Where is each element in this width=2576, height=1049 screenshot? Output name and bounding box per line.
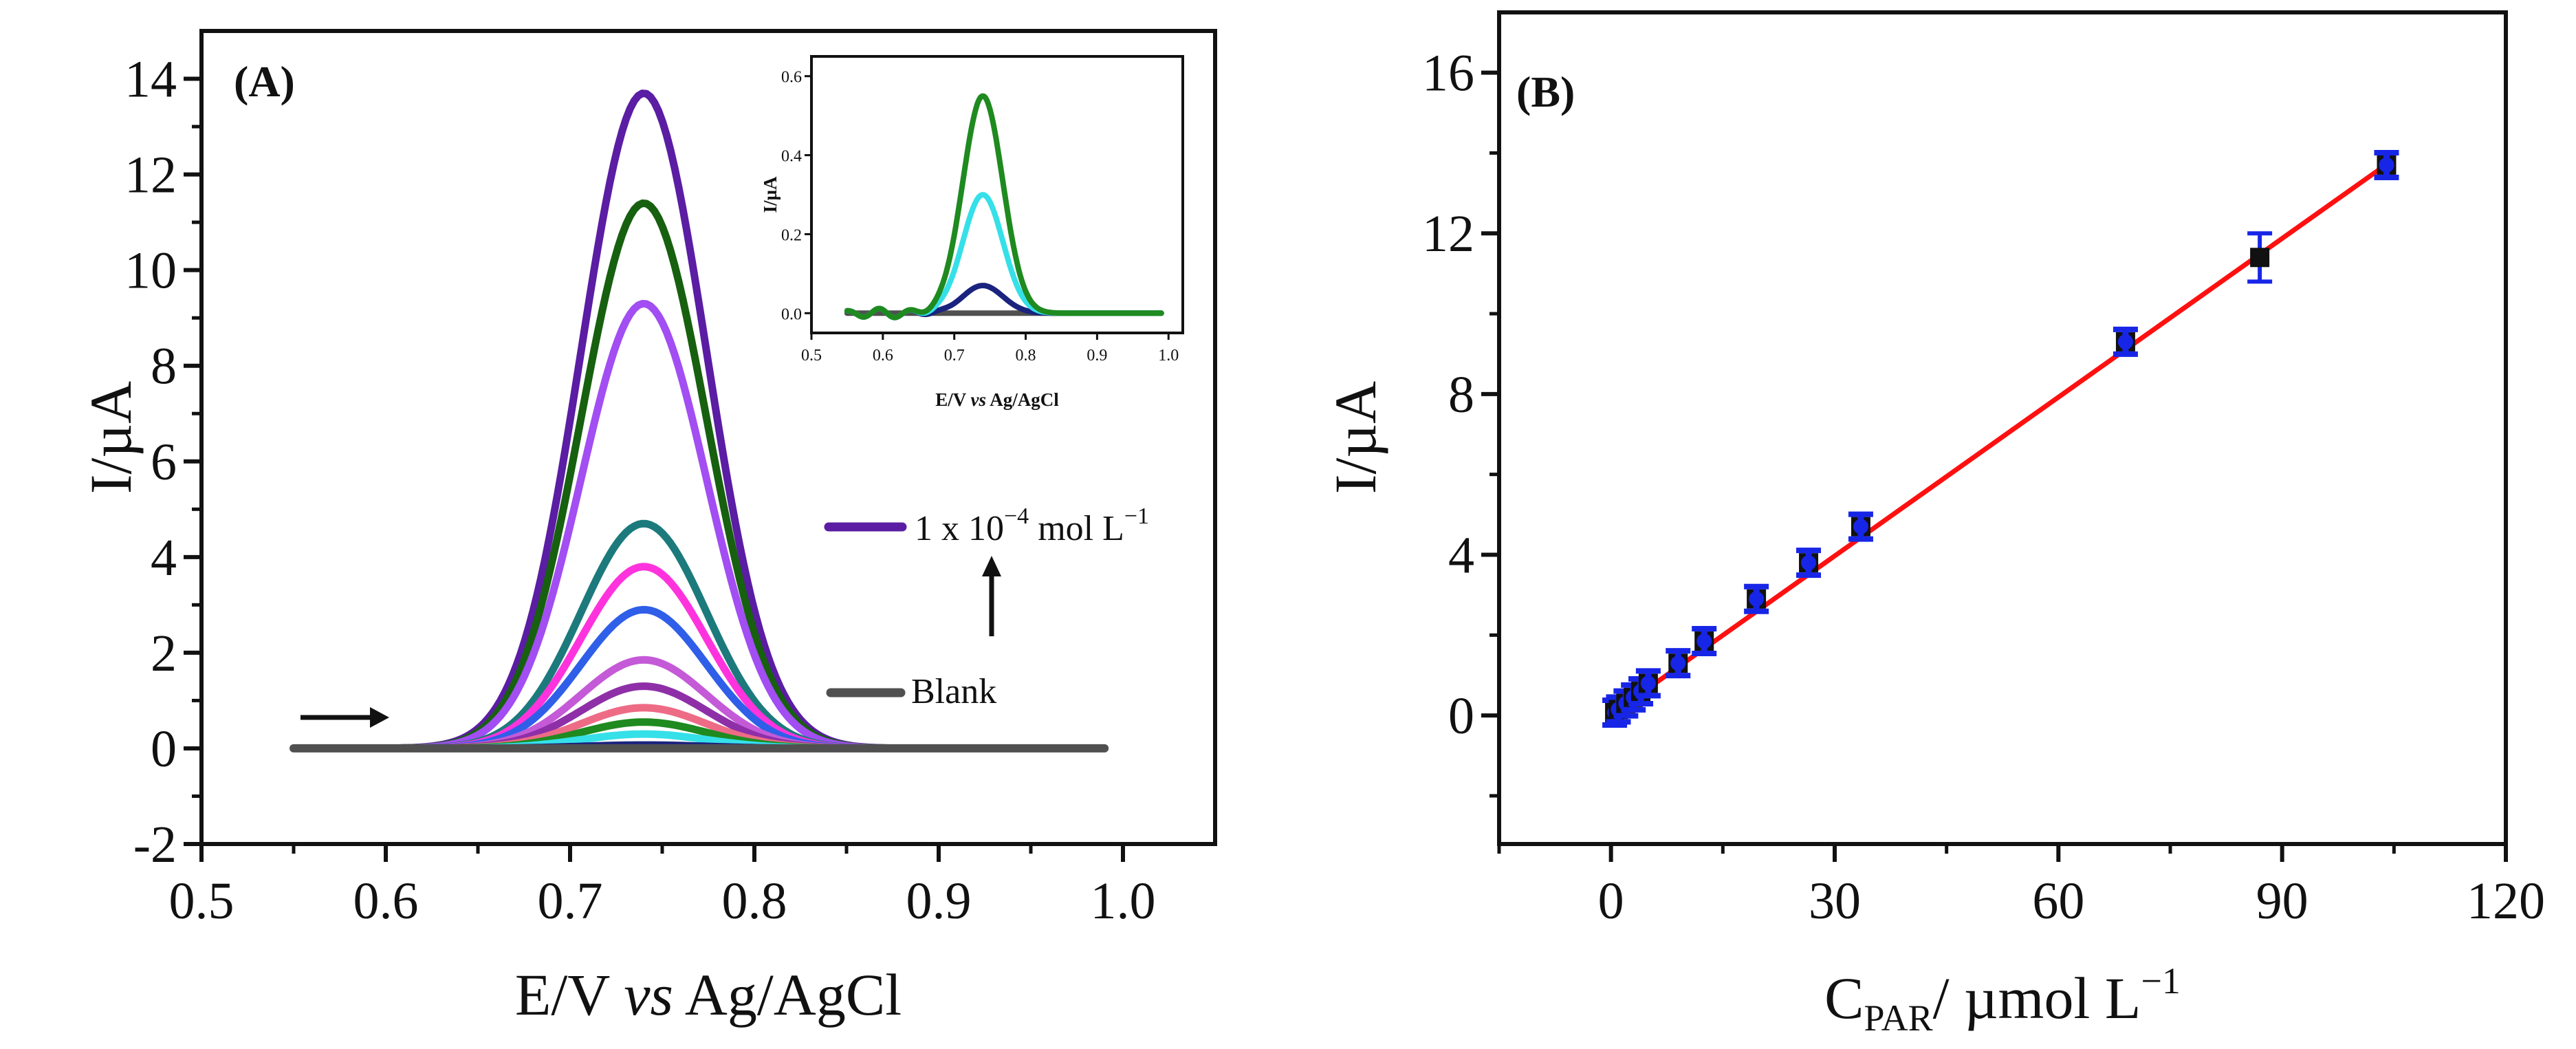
- panel-a-y-tick-label: 4: [151, 529, 177, 587]
- data-point: [1692, 626, 1717, 657]
- inset-x-tick-label: 0.9: [1087, 347, 1107, 365]
- inset-y-tick-label: 0.4: [781, 148, 802, 166]
- panel-a-curves: [290, 89, 1109, 753]
- inset-curve-i1: [844, 93, 1164, 321]
- panel-b-x-tick-label: 90: [2256, 872, 2308, 930]
- data-point: [1635, 668, 1661, 699]
- inset-y-tick-label: 0.0: [781, 305, 802, 323]
- inset-x-tick-label: 0.5: [801, 347, 822, 365]
- linear-fit-line: [1609, 162, 2388, 717]
- panel-a-y-tick-label: -2: [133, 816, 177, 874]
- panel-a-x-tick-label: 0.7: [538, 872, 603, 930]
- panel-b-chart: 0 30 60 90 120 0 4 8 12 16 (B) I/µA CPAR/ µmol L…: [1322, 10, 2545, 1039]
- panel-a-y-tick-label: 8: [151, 338, 177, 396]
- panel-b-x-tick-label: 60: [2032, 872, 2084, 930]
- increase-arrow: [982, 556, 1001, 636]
- inset-y-axis-title: I/µA: [760, 176, 781, 213]
- panel-a-y-tick-label: 14: [124, 51, 177, 109]
- legend-label-max-concentration: 1 x 10−4 mol L−1: [915, 504, 1149, 548]
- panel-b-label: (B): [1516, 67, 1575, 116]
- panel-b-x-ticks: 0 30 60 90 120: [1497, 844, 2545, 930]
- panel-b-points: [1602, 149, 2399, 728]
- panel-a-y-tick-label: 0: [151, 720, 177, 778]
- data-point: [2247, 231, 2273, 284]
- data-point: [1796, 548, 1822, 578]
- panel-a-y-tick-label: 12: [124, 147, 177, 204]
- panel-b-y-tick-label: 12: [1422, 205, 1474, 263]
- data-point: [1848, 511, 1873, 542]
- curve-s4: [290, 519, 1109, 753]
- data-point: [2374, 149, 2399, 180]
- panel-a-y-tick-label: 6: [151, 433, 177, 491]
- inset-x-tick-label: 0.6: [873, 347, 893, 365]
- panel-b-y-tick-label: 16: [1422, 45, 1474, 102]
- panel-b-x-tick-label: 30: [1809, 872, 1861, 930]
- inset-y-tick-label: 0.6: [781, 69, 802, 87]
- data-point: [1666, 648, 1691, 679]
- panel-a-x-tick-label: 1.0: [1091, 872, 1156, 930]
- panel-b-frame: [1497, 10, 2508, 846]
- panel-b-y-tick-label: 8: [1448, 366, 1474, 424]
- inset-x-tick-label: 0.7: [944, 347, 965, 365]
- panel-b-x-tick-label: 120: [2467, 872, 2545, 930]
- panel-a-y-axis-title: I/µA: [78, 381, 144, 494]
- inset-x-axis-title: E/V vs Ag/AgCl: [935, 389, 1059, 410]
- panel-a-x-tick-label: 0.8: [722, 872, 787, 930]
- panel-b-y-axis-title: I/µA: [1322, 381, 1388, 494]
- inset-x-tick-label: 1.0: [1158, 347, 1179, 365]
- panel-b-y-tick-label: 4: [1448, 526, 1474, 584]
- scan-direction-arrow: [301, 707, 389, 728]
- panel-a-x-tick-label: 0.9: [906, 872, 972, 930]
- panel-b-x-tick-label: 0: [1598, 872, 1624, 930]
- panel-a-x-axis-title: E/V vs Ag/AgCl: [515, 962, 902, 1028]
- panel-a-chart: 0.5 0.6 0.7 0.8 0.9 1.0 -2 0 2 4 6 8 10 12 14 (A) I/µ…: [78, 29, 1217, 1028]
- inset-y-ticks: 0.0 0.2 0.4 0.6: [781, 69, 811, 323]
- legend-label-blank: Blank: [911, 672, 996, 711]
- panel-a-y-tick-label: 2: [151, 625, 177, 682]
- panel-a-x-tick-label: 0.6: [353, 872, 419, 930]
- inset-x-tick-label: 0.8: [1016, 347, 1036, 365]
- inset-y-tick-label: 0.2: [781, 226, 802, 244]
- panel-a-x-tick-label: 0.5: [169, 872, 234, 930]
- data-point: [1744, 583, 1769, 614]
- panel-a-legend: 1 x 10−4 mol L−1 Blank: [824, 504, 1149, 711]
- panel-a-y-ticks: -2 0 2 4 6 8 10 12 14: [124, 51, 201, 874]
- panel-a-label: (A): [234, 57, 295, 106]
- inset-x-ticks: 0.5 0.6 0.7 0.8 0.9 1.0: [801, 333, 1179, 365]
- panel-a-inset-chart: 0.5 0.6 0.7 0.8 0.9 1.0 0.0 0.2 0.4 0.6 I/µA E/V…: [760, 55, 1184, 410]
- data-point: [2113, 326, 2138, 357]
- inset-frame: [810, 55, 1184, 334]
- inset-curves: [844, 93, 1164, 321]
- panel-b-y-ticks: 0 4 8 12 16: [1422, 45, 1499, 798]
- panel-b-x-axis-title: CPAR/ µmol L−1: [1824, 960, 2181, 1039]
- panel-b-fit-line: [1609, 162, 2388, 717]
- panel-a-y-tick-label: 10: [124, 242, 177, 300]
- panel-b-y-tick-label: 0: [1448, 687, 1474, 745]
- panel-a-frame: [199, 29, 1217, 846]
- panel-a-x-ticks: 0.5 0.6 0.7 0.8 0.9 1.0: [169, 844, 1156, 930]
